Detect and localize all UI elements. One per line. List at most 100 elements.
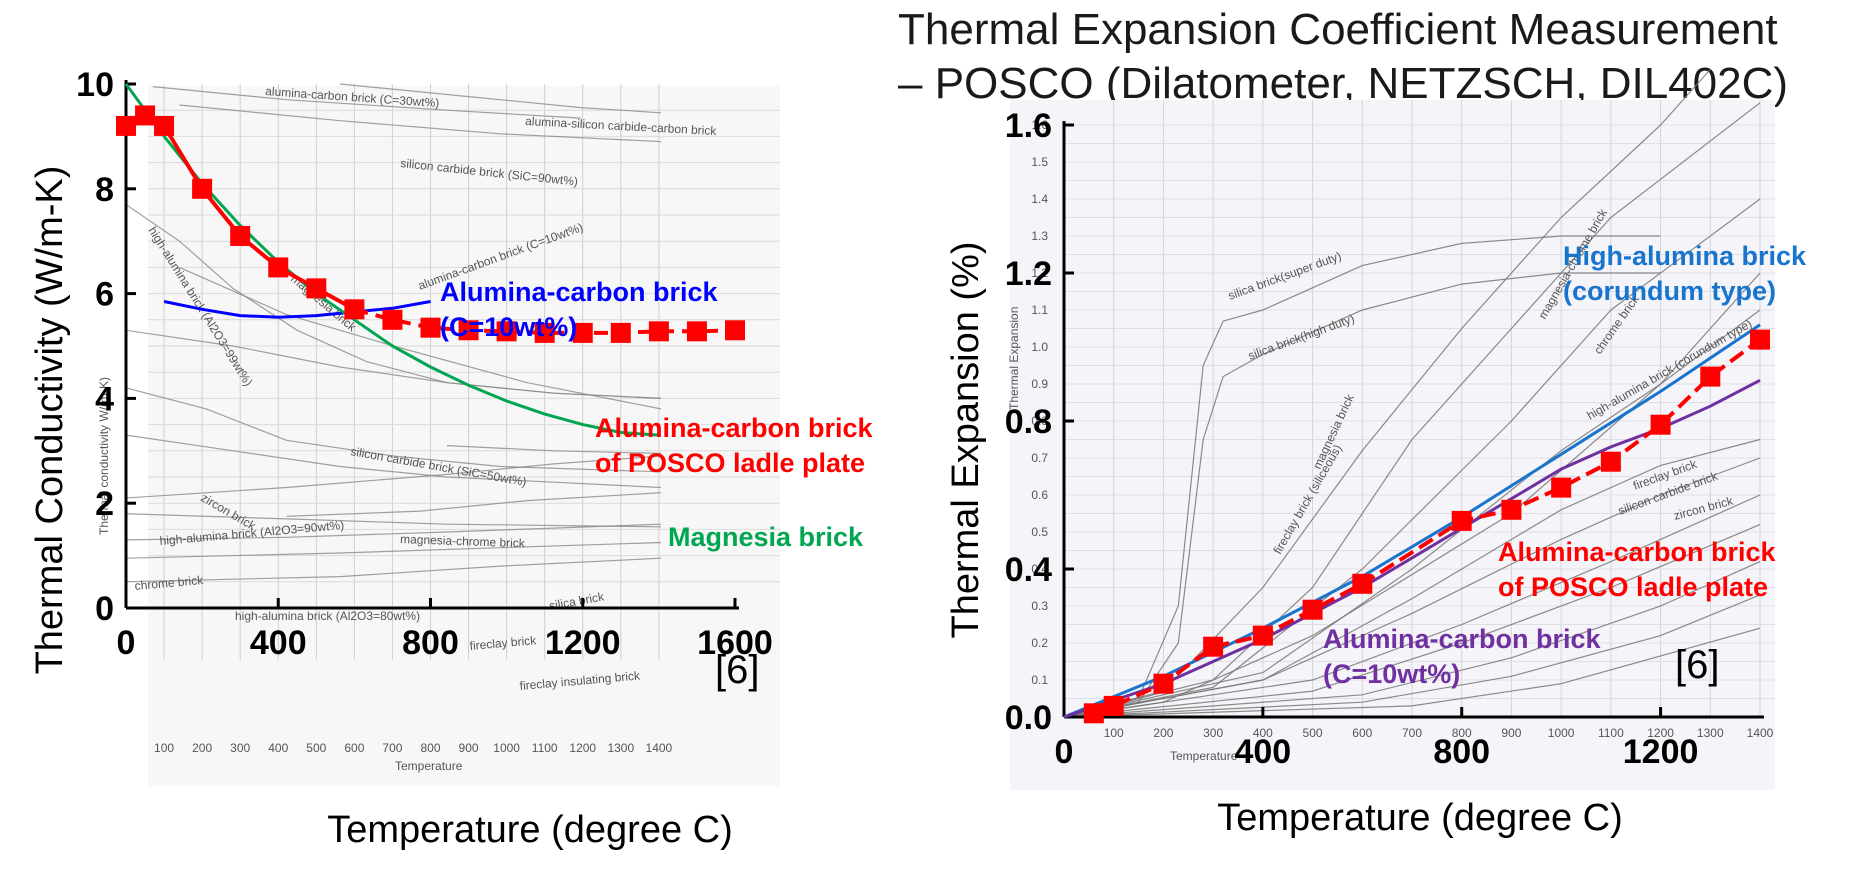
x-tick-label: 0 [1055, 733, 1074, 771]
data-point-posco [420, 317, 441, 338]
background-tick-label: 500 [306, 741, 326, 755]
background-tick-label: 400 [268, 741, 288, 755]
tick-labels: 0.0 0.4 0.8 1.2 1.6 0 400 800 1200 [1005, 107, 1699, 771]
scanned-chart-background [148, 86, 780, 786]
y-tick-label: 1.2 [1005, 255, 1052, 293]
background-tick-label: 400 [1253, 726, 1273, 740]
reference-curve [152, 86, 581, 119]
reference-label: [6] [1675, 643, 1719, 687]
background-tick-label: 700 [382, 741, 402, 755]
background-tick-label: 200 [1153, 726, 1173, 740]
data-point-posco [230, 225, 251, 246]
x-axis-label: Temperature (degree C) [327, 809, 733, 851]
background-tick-label: 1400 [1747, 726, 1774, 740]
series-line-posco-dashed [353, 307, 736, 335]
annotation-high-alumina-line2: (corundum type) [1563, 276, 1776, 306]
background-tick-label: 1.2 [1031, 266, 1048, 280]
chart-title-line1: Thermal Expansion Coefficient Measuremen… [898, 5, 1778, 54]
series-line-alumina-carbon [163, 300, 431, 319]
data-point-posco [1203, 636, 1224, 657]
background-tick-label: 1200 [569, 741, 596, 755]
chart-title-line2: – POSCO (Dilatometer, NETZSCH, DIL402C) [898, 59, 1788, 108]
data-point-posco [1551, 477, 1572, 498]
data-point-posco [382, 309, 403, 330]
x-tick-label: 400 [250, 624, 307, 662]
data-point-posco [1600, 451, 1621, 472]
data-point-posco [572, 322, 593, 343]
axes [1062, 121, 1764, 719]
annotation-alumina-carbon-line2: (C=10wt%) [440, 312, 577, 342]
scanned-chart-background [1010, 100, 1775, 790]
data-point-posco [1252, 625, 1273, 646]
y-axis-label: Thermal Conductivity (W/m-K) [29, 166, 71, 675]
background-tick-label: 0.2 [1031, 636, 1048, 650]
background-tick-label: 300 [230, 741, 250, 755]
reference-curve [125, 557, 662, 583]
data-point-posco [306, 278, 327, 299]
data-point-posco [116, 115, 136, 136]
background-tick-label: 900 [459, 741, 479, 755]
background-curve-label: high-alumina brick (Al2O3=80wt%) [235, 609, 420, 623]
x-tick-label: 800 [1433, 733, 1490, 771]
data-point-posco [725, 320, 745, 341]
x-tick-label: 1200 [1623, 733, 1699, 771]
reference-curve [1063, 272, 1661, 718]
background-tick-label: 1000 [493, 741, 520, 755]
reference-curve [1063, 198, 1761, 718]
reference-curve [1063, 627, 1761, 718]
y-tick-label: 4 [95, 380, 114, 418]
background-tick-label: 200 [192, 741, 212, 755]
background-tick-label: 0.4 [1031, 562, 1048, 576]
y-tick-label: 0 [95, 590, 114, 628]
reference-curve [286, 492, 662, 517]
y-tick-label: 0.8 [1005, 403, 1052, 441]
background-tick-label: 0.9 [1031, 377, 1048, 391]
data-point-posco [268, 257, 289, 278]
y-axis-label: Thermal Expansion (%) [945, 241, 987, 638]
background-curve-label: chrome brick [134, 573, 205, 593]
y-tick-label: 0.4 [1005, 551, 1052, 589]
annotation-posco-line1: Alumina-carbon brick [1498, 537, 1777, 567]
x-tick-label: 800 [402, 624, 459, 662]
data-point-posco [135, 105, 156, 126]
background-curve-label: Temperature [1170, 749, 1238, 763]
background-tick-label: 700 [1402, 726, 1422, 740]
data-point-posco [154, 115, 175, 136]
reference-curve [125, 513, 662, 528]
series-line-high-alumina [1063, 323, 1761, 719]
data-point-posco [1153, 673, 1174, 694]
background-tick-label: 0.3 [1031, 599, 1048, 613]
background-curve-label: Thermal conductivity W/(m·K) [97, 377, 111, 535]
data-series [1063, 323, 1770, 724]
reference-label: [6] [715, 648, 759, 692]
background-tick-label: 0.5 [1031, 525, 1048, 539]
background-tick-label: 1100 [532, 741, 558, 755]
series-line-magnesia [124, 83, 660, 437]
data-point-posco [1352, 573, 1373, 594]
y-tick-label: 1.6 [1005, 107, 1052, 145]
background-tick-label: 0.1 [1031, 673, 1048, 687]
background-tick-label: 800 [1452, 726, 1472, 740]
tick-labels: 0 2 4 6 8 10 0 400 800 1200 1600 [76, 66, 773, 662]
x-tick-label: 1200 [545, 624, 621, 662]
y-tick-label: 2 [95, 485, 114, 523]
data-point-posco [1451, 510, 1472, 531]
thermal-expansion-chart: Thermal Expansion Coefficient Measuremen… [898, 5, 1807, 839]
data-point-posco [496, 321, 517, 342]
reference-curve [125, 434, 662, 489]
series-line-alumina-carbon [1063, 378, 1761, 719]
background-tick-label: 1.4 [1031, 192, 1048, 206]
background-tick-label: 100 [1104, 726, 1124, 740]
background-tick-label: 600 [344, 741, 364, 755]
background-tick-label: 500 [1303, 726, 1323, 740]
reference-curve [125, 387, 662, 473]
reference-curve [339, 83, 662, 114]
background-reference-curves [1063, 69, 1761, 718]
data-point-posco [1103, 695, 1124, 716]
reference-curve [125, 523, 662, 541]
data-point-posco [1501, 499, 1522, 520]
data-point-posco [686, 321, 707, 342]
data-point-posco [344, 299, 365, 320]
background-tick-label: 1000 [1548, 726, 1575, 740]
data-point-posco [534, 322, 555, 343]
